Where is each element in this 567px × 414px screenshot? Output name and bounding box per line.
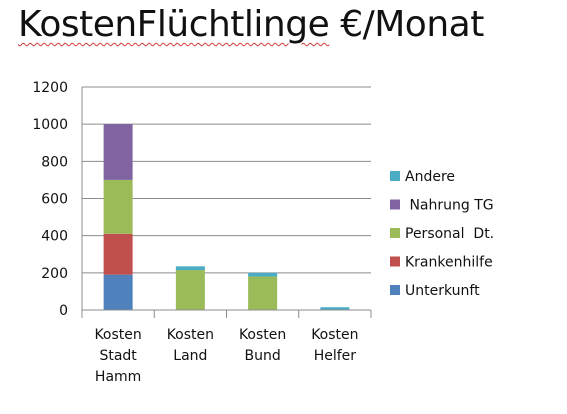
x-category-label: Helfer [314, 348, 357, 364]
slide-title: KostenFlüchtlinge €/Monat [18, 4, 484, 45]
x-category-label: Kosten [94, 327, 141, 343]
legend-swatch [390, 199, 400, 210]
legend-swatch [390, 256, 400, 267]
x-category-label: Bund [245, 348, 281, 364]
legend: Andere Nahrung TG Personal Dt. Krankenhilf… [390, 169, 494, 299]
legend-label: Personal Dt. [405, 226, 494, 242]
bar-layer [103, 124, 350, 310]
y-tick-label: 1200 [32, 80, 68, 96]
y-tick-label: 400 [41, 229, 68, 245]
y-tick-label: 600 [41, 192, 68, 208]
bar-segment [103, 233, 133, 275]
x-category-label: Hamm [95, 369, 141, 385]
bar-segment [103, 274, 133, 310]
legend-label: Krankenhilfe [405, 255, 493, 271]
x-category-label: Kosten [311, 327, 358, 343]
x-category-label: Kosten [239, 327, 286, 343]
bar-segment [175, 270, 205, 310]
legend-label: Nahrung TG [405, 198, 494, 214]
legend-label: Andere [405, 169, 455, 185]
legend-swatch [390, 228, 400, 238]
bar-segment [175, 266, 205, 271]
bar-segment [248, 272, 278, 277]
y-tick-label: 1000 [32, 117, 68, 133]
axis-layer: 0 200 400 600 800 1000 1200 Kosten Stadt Hamm Kost… [32, 80, 372, 385]
y-tick-label: 800 [41, 154, 68, 170]
x-category-label: Land [173, 348, 207, 364]
legend-label: Unterkunft [405, 283, 480, 299]
bar-segment [103, 179, 133, 234]
y-tick-label: 200 [41, 266, 68, 282]
legend-swatch [390, 285, 400, 295]
bar-segment [320, 307, 350, 310]
title-main: KostenFlüchtlinge [18, 4, 330, 45]
legend-swatch [390, 171, 400, 181]
title-suffix: €/Monat [329, 4, 484, 45]
x-category-label: Kosten [167, 327, 214, 343]
y-tick-label: 0 [59, 303, 68, 319]
x-category-label: Stadt [99, 348, 137, 364]
bar-segment [103, 124, 133, 180]
bar-segment [248, 276, 278, 310]
